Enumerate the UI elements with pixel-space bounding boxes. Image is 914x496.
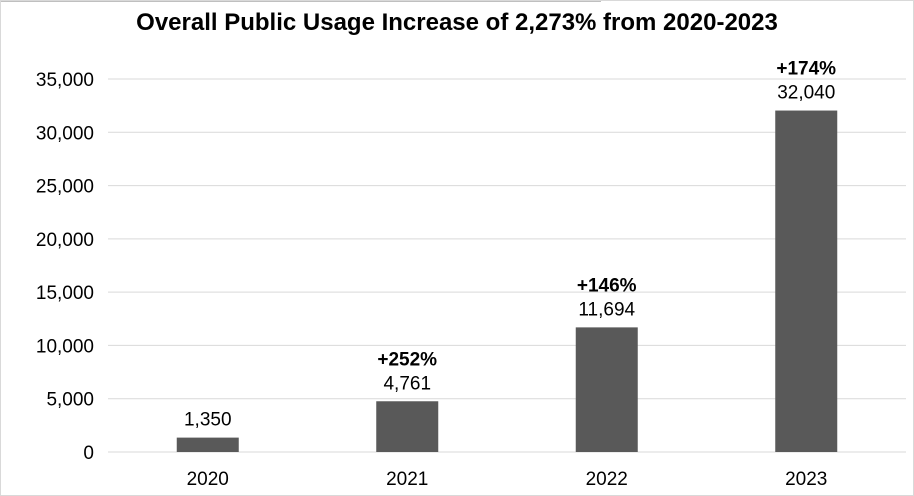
growth-label: +146% <box>577 275 637 296</box>
y-tick-label: 0 <box>83 443 94 464</box>
data-label: 4,761 <box>383 373 431 394</box>
y-tick-label: 5,000 <box>46 390 94 411</box>
x-tick-label: 2023 <box>785 469 827 490</box>
growth-label: +252% <box>377 349 437 370</box>
data-label: 32,040 <box>777 83 835 104</box>
y-tick-label: 15,000 <box>36 283 94 304</box>
y-tick-label: 35,000 <box>36 70 94 91</box>
y-tick-label: 30,000 <box>36 123 94 144</box>
frame-top-edge <box>1 1 601 2</box>
y-tick-label: 20,000 <box>36 230 94 251</box>
x-tick-label: 2020 <box>187 469 229 490</box>
bar <box>575 327 638 452</box>
x-tick-label: 2021 <box>386 469 428 490</box>
bar <box>176 437 239 452</box>
y-tick-label: 10,000 <box>36 336 94 357</box>
chart-title: Overall Public Usage Increase of 2,273% … <box>136 9 778 36</box>
growth-label: +174% <box>776 59 836 80</box>
data-label: 1,350 <box>184 410 232 431</box>
x-tick-label: 2022 <box>586 469 628 490</box>
data-label: 11,694 <box>578 299 635 320</box>
bar <box>376 401 439 452</box>
bar <box>775 110 838 453</box>
y-tick-label: 25,000 <box>36 177 94 198</box>
